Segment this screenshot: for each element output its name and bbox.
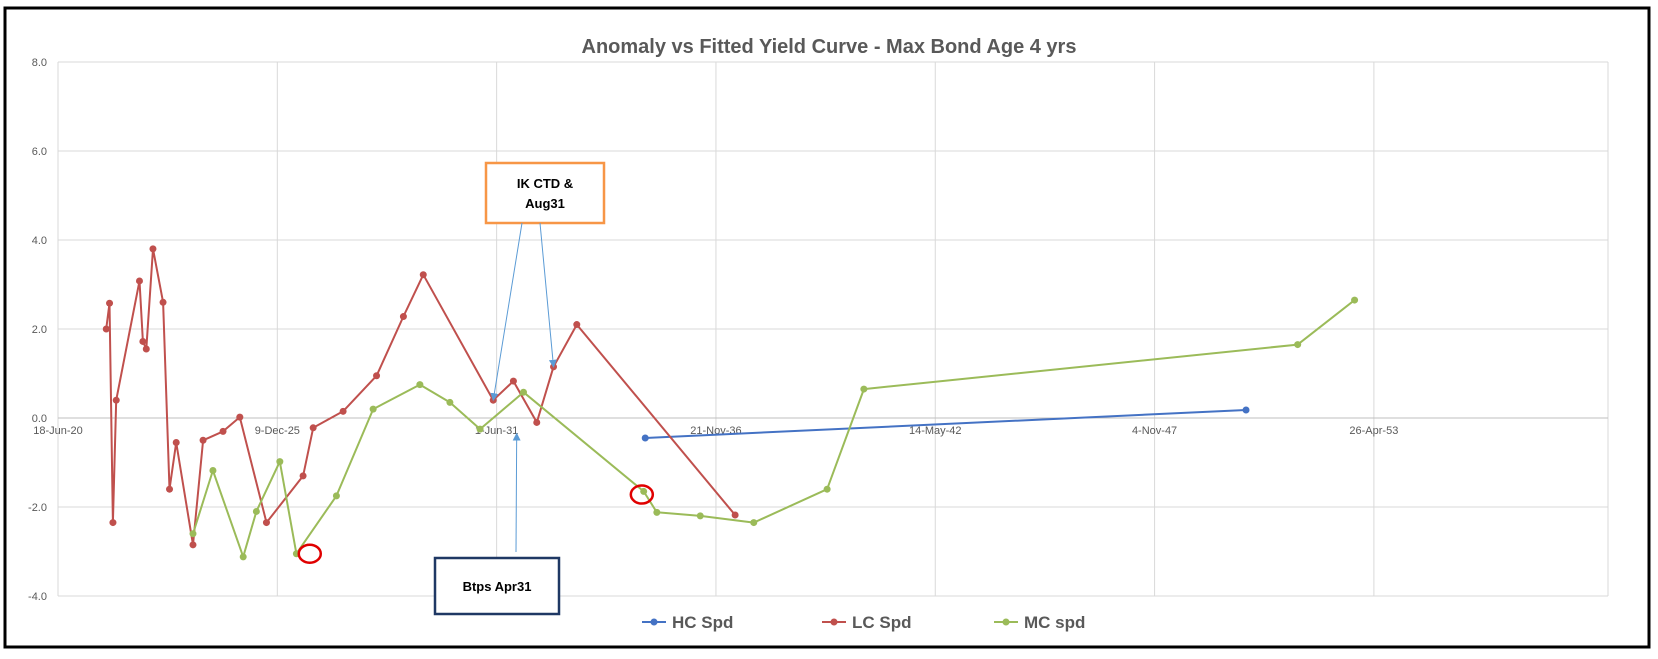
data-point-mc[interactable]	[823, 485, 831, 493]
data-point-mc[interactable]	[276, 458, 284, 466]
data-point-lc[interactable]	[533, 418, 541, 426]
data-point-mc[interactable]	[750, 519, 758, 527]
data-point-lc[interactable]	[219, 427, 227, 435]
x-tick-label: 1-Jun-31	[475, 425, 518, 437]
legend-item-lc[interactable]: LC Spd	[822, 613, 912, 632]
x-tick-label: 4-Nov-47	[1132, 425, 1177, 437]
data-point-lc[interactable]	[139, 337, 147, 345]
legend-item-mc[interactable]: MC spd	[994, 613, 1085, 632]
data-point-mc[interactable]	[860, 385, 868, 393]
data-point-lc[interactable]	[399, 313, 407, 321]
y-tick-label: -4.0	[28, 591, 47, 603]
legend-label-hc: HC Spd	[672, 613, 733, 632]
legend-marker-mc	[1002, 618, 1010, 626]
y-tick-label: 8.0	[32, 57, 47, 69]
data-point-lc[interactable]	[299, 472, 307, 480]
legend-marker-hc	[650, 618, 658, 626]
y-tick-label: 4.0	[32, 235, 47, 247]
data-point-lc[interactable]	[309, 424, 317, 432]
data-point-lc[interactable]	[109, 519, 117, 527]
data-point-lc[interactable]	[142, 345, 150, 353]
annotation-ik-ctd: IK CTD & Aug31	[484, 161, 606, 402]
data-point-lc[interactable]	[373, 372, 381, 380]
data-point-lc[interactable]	[106, 299, 114, 307]
legend: HC Spd LC Spd MC spd	[642, 613, 1085, 632]
data-point-mc[interactable]	[252, 507, 260, 515]
data-point-lc[interactable]	[112, 396, 120, 404]
grid-layer	[57, 61, 1609, 597]
data-point-lc[interactable]	[339, 407, 347, 415]
data-point-lc[interactable]	[172, 438, 180, 446]
y-tick-label: 6.0	[32, 146, 47, 158]
chart-title: Anomaly vs Fitted Yield Curve - Max Bond…	[582, 36, 1077, 58]
annotation-text: IK CTD &	[517, 176, 573, 191]
data-point-lc[interactable]	[573, 321, 581, 329]
series-line-lc	[105, 247, 736, 546]
data-point-lc[interactable]	[731, 511, 739, 519]
series-line-mc	[192, 299, 1356, 558]
legend-label-mc: MC spd	[1024, 613, 1085, 632]
annotation-btps: Btps Apr31	[433, 432, 561, 616]
data-point-lc[interactable]	[189, 541, 197, 549]
data-point-mc[interactable]	[653, 508, 661, 516]
data-point-mc[interactable]	[1351, 296, 1359, 304]
axis-layer: 8.0 6.0 4.0 2.0 0.0 -2.0 -4.0 18-Jun-20 9-Dec-25…	[28, 57, 1608, 603]
data-point-lc[interactable]	[199, 436, 207, 444]
data-point-hc[interactable]	[641, 434, 649, 442]
data-point-mc[interactable]	[369, 405, 377, 413]
x-tick-label: 9-Dec-25	[255, 425, 300, 437]
data-point-lc[interactable]	[135, 277, 143, 285]
data-point-mc[interactable]	[209, 467, 217, 475]
annotation-arrow	[539, 222, 557, 368]
data-point-hc[interactable]	[1242, 406, 1250, 414]
x-tick-label: 14-May-42	[909, 425, 962, 437]
data-point-lc[interactable]	[166, 485, 174, 493]
y-tick-label: 0.0	[32, 413, 47, 425]
data-point-mc[interactable]	[446, 398, 454, 406]
data-point-mc[interactable]	[519, 388, 527, 396]
series-mc	[189, 296, 1359, 561]
y-tick-label: 2.0	[32, 324, 47, 336]
x-tick-label: 26-Apr-53	[1349, 425, 1398, 437]
series-layer	[102, 245, 1359, 561]
data-point-mc[interactable]	[696, 512, 704, 520]
annotation-box	[433, 556, 561, 616]
data-point-mc[interactable]	[1294, 341, 1302, 349]
data-point-lc[interactable]	[149, 245, 157, 253]
annotation-text: Aug31	[525, 196, 565, 211]
annotation-layer: IK CTD & Aug31 Btps Apr31	[297, 161, 655, 616]
data-point-mc[interactable]	[189, 530, 197, 538]
data-point-lc[interactable]	[419, 271, 427, 279]
data-point-mc[interactable]	[416, 381, 424, 389]
data-point-lc[interactable]	[102, 325, 110, 333]
legend-marker-lc	[830, 618, 838, 626]
y-tick-label: -2.0	[28, 502, 47, 514]
data-point-mc[interactable]	[239, 553, 247, 561]
annotation-text: Btps Apr31	[463, 579, 532, 594]
data-point-mc[interactable]	[332, 492, 340, 500]
x-tick-label: 18-Jun-20	[33, 425, 83, 437]
legend-label-lc: LC Spd	[852, 613, 912, 632]
data-point-lc[interactable]	[159, 298, 167, 306]
chart-border	[3, 6, 1651, 649]
annotation-arrow	[490, 222, 523, 402]
legend-item-hc[interactable]: HC Spd	[642, 613, 733, 632]
annotation-box	[484, 161, 606, 225]
series-hc	[641, 406, 1250, 442]
data-point-mc[interactable]	[476, 425, 484, 433]
data-point-lc[interactable]	[236, 413, 244, 421]
series-line-hc	[645, 409, 1247, 439]
data-point-lc[interactable]	[262, 519, 270, 527]
red-circle-marker	[297, 543, 323, 564]
annotation-arrow	[512, 432, 521, 553]
red-circle-marker	[629, 484, 655, 505]
data-point-lc[interactable]	[509, 377, 517, 385]
data-point-mc[interactable]	[640, 487, 648, 495]
series-lc	[102, 245, 739, 549]
